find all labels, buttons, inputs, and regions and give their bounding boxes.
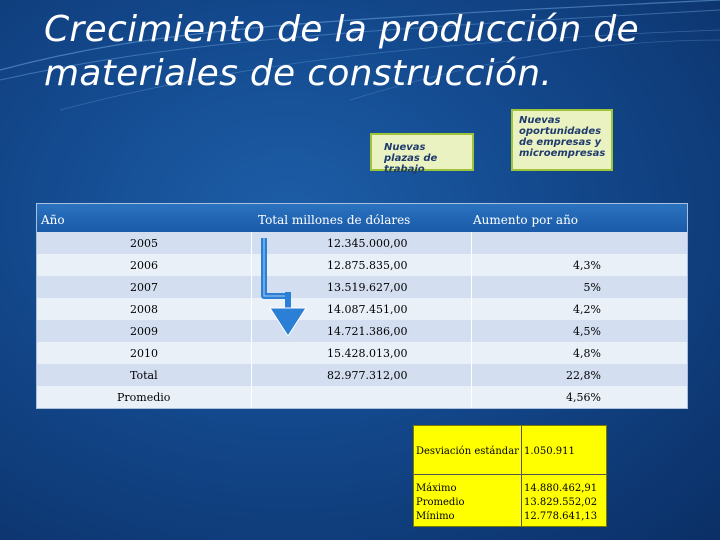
header-total: Total millones de dólares [258,213,411,227]
cell-year: Promedio [117,391,171,404]
cell-total: 12.345.000,00 [327,237,408,250]
cell-year: Total [130,369,158,382]
cell-total: 14.721.386,00 [327,325,408,338]
cell-total: 13.519.627,00 [327,281,408,294]
stat-label-minimo: Mínimo [416,511,455,522]
stat-value-minimo: 12.778.641,13 [524,511,598,522]
column-divider [251,232,252,408]
table-row-total: Total 82.977.312,00 22,8% [37,364,687,386]
table-row: 2008 14.087.451,00 4,2% [37,298,687,320]
production-table: Año Total millones de dólares Aumento po… [36,203,688,409]
stat-label-maximo: Máximo [416,483,457,494]
header-year: Año [41,213,65,227]
stat-label-promedio: Promedio [416,497,465,508]
stats-divider [414,474,606,475]
table-row: 2010 15.428.013,00 4,8% [37,342,687,364]
table-header: Año Total millones de dólares Aumento po… [37,204,687,232]
stat-value-maximo: 14.880.462,91 [524,483,598,494]
cell-total: 15.428.013,00 [327,347,408,360]
cell-increase: 22,8% [566,369,601,382]
cell-increase: 4,2% [573,303,601,316]
cell-year: 2005 [130,237,158,250]
cell-total: 82.977.312,00 [327,369,408,382]
cell-year: 2008 [130,303,158,316]
cell-year: 2006 [130,259,158,272]
stat-label-desviacion: Desviación estándar [416,446,519,457]
cell-increase: 4,56% [566,391,601,404]
cell-increase: 4,5% [573,325,601,338]
cell-total: 12.875.835,00 [327,259,408,272]
slide-title: Crecimiento de la producción de material… [44,9,639,94]
stat-value-promedio: 13.829.552,02 [524,497,598,508]
cell-increase: 5% [583,281,601,294]
header-swirl-decoration [0,0,720,111]
table-row: 2007 13.519.627,00 5% [37,276,687,298]
table-row: 2009 14.721.386,00 4,5% [37,320,687,342]
cell-total: 14.087.451,00 [327,303,408,316]
cell-increase: 4,3% [573,259,601,272]
stats-divider [521,426,522,526]
table-row-promedio: Promedio 4,56% [37,386,687,408]
header-increase: Aumento por año [473,213,579,227]
cell-increase: 4,8% [573,347,601,360]
note-nuevas-plazas: Nuevas plazas de trabajo [370,133,474,175]
table-row: 2006 12.875.835,00 4,3% [37,254,687,276]
table-row: 2005 12.345.000,00 [37,232,687,254]
cell-year: 2007 [130,281,158,294]
stat-value-desviacion: 1.050.911 [524,446,575,457]
cell-year: 2009 [130,325,158,338]
down-arrow-icon [261,238,307,337]
cell-year: 2010 [130,347,158,360]
note-nuevas-oportunidades: Nuevas oportunidades de empresas y micro… [511,109,613,171]
statistics-box: Desviación estándar 1.050.911 Máximo 14.… [413,425,607,527]
column-divider [471,232,472,408]
